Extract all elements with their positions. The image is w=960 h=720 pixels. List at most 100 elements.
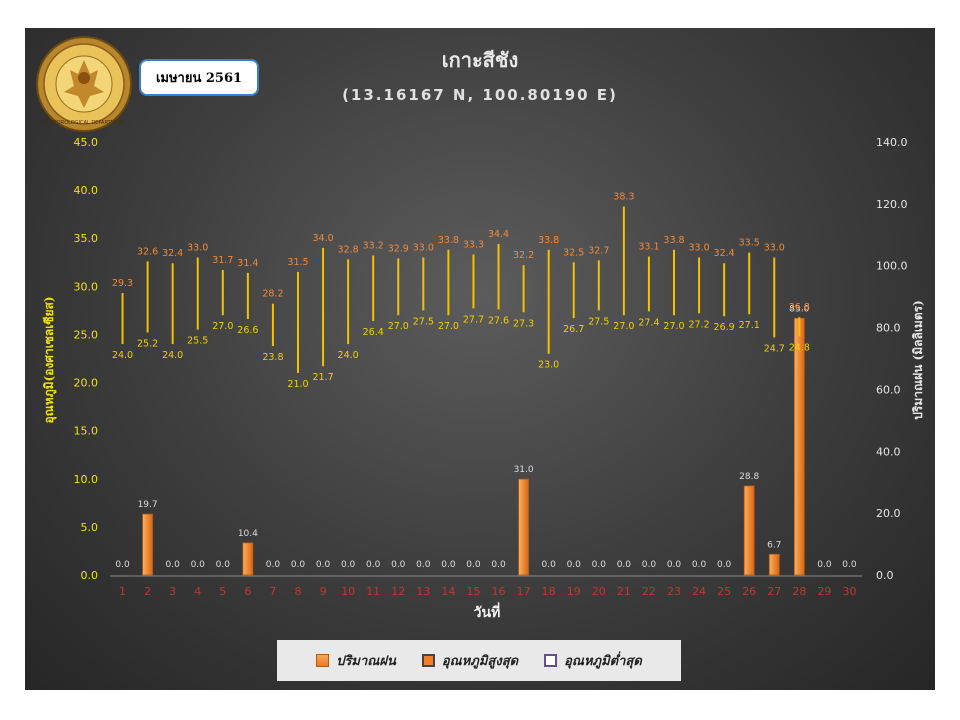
chart-frame	[25, 28, 935, 690]
x-tick-label: 26	[742, 585, 756, 598]
x-tick-label: 21	[617, 585, 631, 598]
x-tick-label: 23	[667, 585, 681, 598]
tmax-value-label: 32.5	[563, 247, 584, 258]
x-tick-label: 19	[567, 585, 581, 598]
tmin-value-label: 27.0	[388, 321, 409, 332]
right-axis-title: ปริมาณฝน (มิลลิเมตร)	[911, 300, 925, 419]
tmax-value-label: 32.8	[338, 244, 359, 255]
tmax-value-label: 31.5	[287, 257, 308, 268]
tmin-value-label: 27.0	[438, 321, 459, 332]
x-tick-label: 11	[366, 585, 380, 598]
right-axis-tick-label: 40.0	[876, 445, 901, 458]
tmax-value-label: 33.8	[438, 235, 459, 246]
x-tick-label: 8	[295, 585, 302, 598]
rain-value-label: 0.0	[115, 560, 130, 570]
tmax-value-label: 33.0	[688, 242, 709, 253]
rain-value-label: 0.0	[817, 560, 832, 570]
tmin-value-label: 27.5	[588, 316, 609, 327]
x-tick-label: 3	[169, 585, 176, 598]
left-axis-tick-label: 20.0	[74, 377, 99, 390]
left-axis-tick-label: 10.0	[74, 473, 99, 486]
tmin-value-label: 25.2	[137, 339, 158, 350]
tmax-value-label: 34.4	[488, 229, 509, 240]
rain-bar	[518, 478, 529, 576]
rain-value-label: 0.0	[441, 560, 456, 570]
tmax-value-label: 32.9	[388, 243, 409, 254]
tmax-value-label: 33.0	[413, 242, 434, 253]
rain-value-label: 0.0	[191, 560, 206, 570]
right-axis-tick-label: 20.0	[876, 507, 901, 520]
chart-legend: ปริมาณฝน อุณหภูมิสูงสุด อุณหภูมิต่ำสุด	[277, 640, 681, 681]
left-axis-tick-label: 15.0	[74, 425, 99, 438]
tmin-value-label: 27.0	[212, 321, 233, 332]
tmin-value-label: 26.9	[714, 322, 735, 333]
rain-value-label: 0.0	[717, 560, 732, 570]
tmin-value-label: 24.7	[764, 343, 785, 354]
tmax-value-label: 29.3	[112, 278, 133, 289]
right-axis-tick-label: 120.0	[876, 198, 908, 211]
x-tick-label: 30	[842, 585, 856, 598]
rain-value-label: 28.8	[739, 472, 759, 482]
legend-item-rain: ปริมาณฝน	[316, 650, 396, 671]
tmin-value-label: 27.3	[513, 318, 534, 329]
tmin-value-label: 27.0	[663, 321, 684, 332]
x-tick-label: 28	[792, 585, 806, 598]
tmax-value-label: 31.7	[212, 255, 233, 266]
tmax-value-label: 33.3	[463, 240, 484, 251]
rain-value-label: 0.0	[567, 560, 582, 570]
chart-subtitle: (13.16167 N, 100.80190 E)	[342, 86, 618, 104]
tmin-value-label: 27.0	[613, 321, 634, 332]
rain-value-label: 0.0	[366, 560, 381, 570]
x-tick-label: 6	[244, 585, 251, 598]
tmin-value-label: 27.1	[739, 320, 760, 331]
right-axis-tick-label: 60.0	[876, 383, 901, 396]
legend-label-tmin: อุณหภูมิต่ำสุด	[564, 654, 642, 669]
x-tick-label: 18	[542, 585, 556, 598]
x-tick-label: 27	[767, 585, 781, 598]
tmax-value-label: 31.4	[237, 258, 258, 269]
rain-value-label: 0.0	[592, 560, 607, 570]
tmin-value-label: 27.7	[463, 314, 484, 325]
meteorological-department-logo: METEOROLOGICAL DEPARTMENT	[36, 36, 132, 132]
rain-value-label: 31.0	[514, 465, 534, 475]
tmin-value-label: 27.5	[413, 316, 434, 327]
x-tick-label: 25	[717, 585, 731, 598]
rain-bar	[743, 485, 755, 576]
rain-value-label: 0.0	[692, 560, 707, 570]
month-badge: เมษายน 2561	[139, 59, 259, 96]
tmin-value-label: 24.0	[162, 350, 183, 361]
legend-item-tmax: อุณหภูมิสูงสุด	[421, 650, 518, 671]
left-axis-tick-label: 25.0	[74, 328, 99, 341]
tmax-value-label: 26.8	[789, 302, 810, 313]
x-tick-label: 10	[341, 585, 355, 598]
rain-value-label: 0.0	[542, 560, 557, 570]
rain-value-label: 0.0	[341, 560, 356, 570]
tmin-value-label: 24.0	[338, 350, 359, 361]
right-axis-tick-label: 80.0	[876, 322, 901, 335]
x-tick-label: 17	[517, 585, 531, 598]
right-axis-tick-label: 100.0	[876, 260, 908, 273]
tmin-value-label: 27.2	[688, 319, 709, 330]
tmax-value-label: 32.7	[588, 245, 609, 256]
tmin-value-label: 23.0	[538, 360, 559, 371]
rain-value-label: 0.0	[491, 560, 506, 570]
left-axis-tick-label: 30.0	[74, 280, 99, 293]
rain-value-label: 0.0	[216, 560, 231, 570]
rain-value-label: 83.0	[789, 304, 809, 314]
tmin-value-label: 21.7	[312, 372, 333, 383]
legend-item-tmin: อุณหภูมิต่ำสุด	[544, 650, 642, 671]
tmax-value-label: 33.1	[638, 242, 659, 253]
rain-bar	[242, 542, 254, 576]
rain-bar	[142, 513, 154, 576]
left-axis-title: อุณหภูมิ(องศาเซลเซียส)	[42, 296, 57, 423]
rain-value-label: 19.7	[138, 500, 158, 510]
x-tick-label: 22	[642, 585, 656, 598]
tmax-value-label: 33.2	[363, 241, 384, 252]
tmax-value-label: 28.2	[262, 289, 283, 300]
rain-value-label: 0.0	[266, 560, 281, 570]
x-tick-label: 20	[592, 585, 606, 598]
x-tick-label: 29	[817, 585, 831, 598]
x-tick-label: 16	[492, 585, 506, 598]
tmin-value-label: 24.8	[789, 342, 810, 353]
